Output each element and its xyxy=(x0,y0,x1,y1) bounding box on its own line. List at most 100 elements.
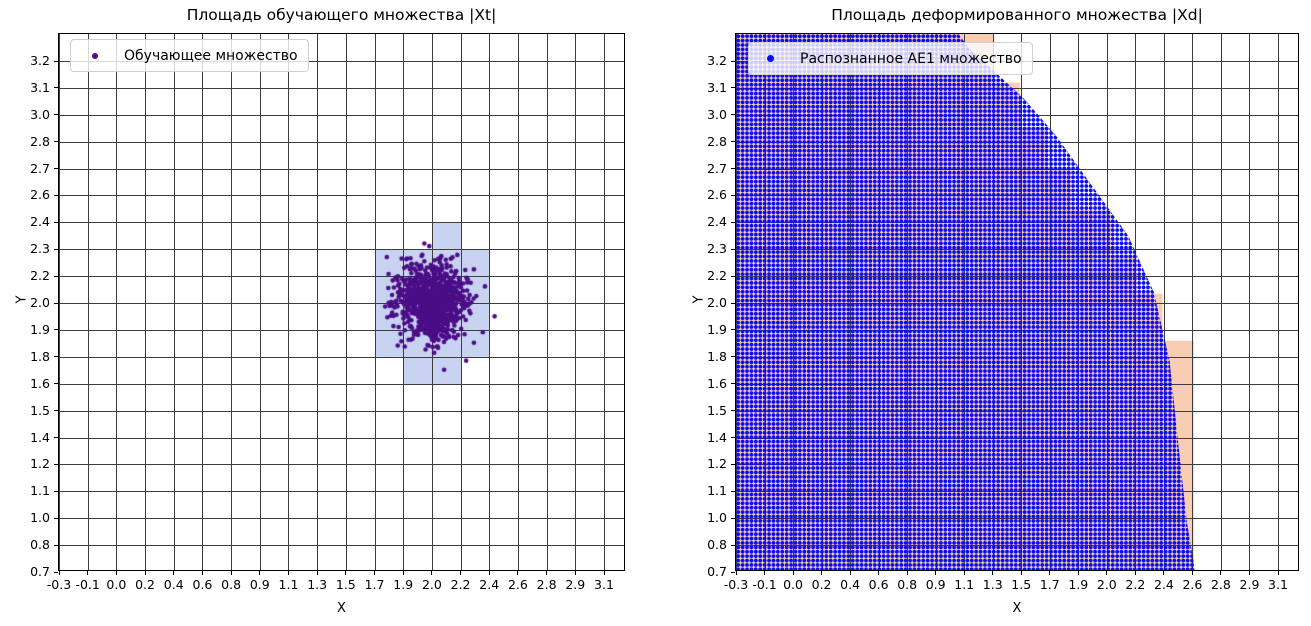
y-tick-label: 0.7 xyxy=(30,564,50,579)
x-tick-mark xyxy=(764,571,766,575)
legend-training: Обучающее множество xyxy=(70,39,309,72)
x-tick-mark xyxy=(1077,571,1079,575)
y-tick-label: 1.9 xyxy=(30,321,50,337)
x-tick-mark xyxy=(1020,571,1022,575)
y-tick-mark xyxy=(731,60,735,62)
x-tick-label: -0.3 xyxy=(46,577,72,592)
y-tick-label: 0.8 xyxy=(30,537,50,553)
plot-area-deformed xyxy=(736,34,1298,570)
x-tick-mark xyxy=(173,571,175,575)
y-tick-mark xyxy=(54,437,58,439)
x-tick-label: 2.2 xyxy=(450,577,471,592)
y-tick-mark xyxy=(731,194,735,196)
x-tick-mark xyxy=(259,571,261,575)
y-tick-mark xyxy=(54,275,58,277)
scatter-marker-icon xyxy=(92,52,98,59)
x-tick-label: 0.9 xyxy=(925,577,946,592)
y-tick-mark xyxy=(731,248,735,250)
y-tick-mark xyxy=(54,410,58,412)
x-tick-label: 2.0 xyxy=(421,577,442,592)
x-tick-label: -0.1 xyxy=(752,577,777,592)
plot-area-training xyxy=(59,34,624,570)
x-axis-label-right: X xyxy=(1012,601,1022,616)
y-tick-label: 2.4 xyxy=(30,214,50,230)
x-tick-label: 1.5 xyxy=(335,577,356,592)
plot-title-left: Площадь обучающего множества |Xt| xyxy=(186,6,497,24)
gridline-vertical xyxy=(1163,34,1165,570)
y-tick-mark xyxy=(54,114,58,116)
x-tick-label: 0.4 xyxy=(840,577,861,592)
training-set-scatter xyxy=(59,34,624,570)
x-tick-label: -0.3 xyxy=(723,577,749,592)
x-tick-label: 2.8 xyxy=(1210,577,1231,592)
x-tick-mark xyxy=(1220,571,1222,575)
y-tick-label: 1.5 xyxy=(707,402,727,418)
y-tick-mark xyxy=(731,141,735,143)
y-tick-label: 3.2 xyxy=(30,53,50,68)
x-tick-label: 3.1 xyxy=(1268,577,1288,592)
gridline-horizontal xyxy=(736,87,1298,89)
y-tick-label: 2.2 xyxy=(30,268,50,284)
y-tick-label: 1.5 xyxy=(30,402,50,418)
y-tick-mark xyxy=(54,194,58,196)
y-tick-label: 2.8 xyxy=(30,133,50,149)
x-tick-label: 0.8 xyxy=(897,577,918,592)
x-tick-label: 0.4 xyxy=(163,577,184,592)
x-tick-mark xyxy=(374,571,376,575)
x-tick-mark xyxy=(1277,571,1279,575)
x-tick-mark xyxy=(1191,571,1193,575)
y-tick-mark xyxy=(731,437,735,439)
x-tick-label: 1.7 xyxy=(1039,577,1060,592)
x-tick-mark xyxy=(906,571,908,575)
x-tick-mark xyxy=(517,571,519,575)
x-tick-label: 2.4 xyxy=(479,577,500,592)
y-tick-mark xyxy=(731,571,735,573)
y-tick-label: 1.4 xyxy=(707,429,727,445)
x-tick-mark xyxy=(316,571,318,575)
axes-deformed-set: Площадь деформированного множества |Xd| … xyxy=(692,6,1299,616)
y-tick-mark xyxy=(54,60,58,62)
x-tick-mark xyxy=(1134,571,1136,575)
x-tick-label: 2.6 xyxy=(507,577,528,592)
gridline-vertical xyxy=(1220,34,1222,570)
x-tick-mark xyxy=(58,571,60,575)
x-tick-mark xyxy=(1248,571,1250,575)
x-tick-label: 2.9 xyxy=(1239,577,1260,592)
y-tick-label: 3.2 xyxy=(707,53,727,68)
x-tick-label: 1.3 xyxy=(307,577,328,592)
y-tick-label: 2.4 xyxy=(707,214,727,230)
y-tick-label: 3.0 xyxy=(30,106,50,122)
y-tick-mark xyxy=(731,490,735,492)
y-tick-label: 2.0 xyxy=(30,295,50,311)
x-tick-mark xyxy=(1163,571,1165,575)
y-tick-label: 1.1 xyxy=(30,483,50,499)
x-tick-label: 0.8 xyxy=(221,577,242,592)
x-tick-label: 0.0 xyxy=(783,577,803,592)
x-axis-label-left: X xyxy=(337,601,346,616)
y-tick-mark xyxy=(731,356,735,358)
y-tick-mark xyxy=(54,221,58,223)
y-tick-mark xyxy=(731,517,735,519)
y-tick-mark xyxy=(54,490,58,492)
x-tick-label: 0.0 xyxy=(106,577,127,592)
x-tick-label: 0.9 xyxy=(249,577,270,592)
gridline-vertical xyxy=(1249,34,1251,570)
x-tick-mark xyxy=(1106,571,1108,575)
legend-recognized: Распознанное AE1 множество xyxy=(748,42,1033,75)
scatter-marker-icon xyxy=(767,55,774,62)
y-tick-mark xyxy=(731,302,735,304)
y-tick-label: 3.1 xyxy=(30,79,50,95)
x-tick-mark xyxy=(546,571,548,575)
y-tick-mark xyxy=(731,221,735,223)
y-tick-mark xyxy=(54,168,58,170)
plot-title-right: Площадь деформированного множества |Xd| xyxy=(831,6,1203,24)
y-tick-mark xyxy=(731,544,735,546)
x-tick-label: 0.6 xyxy=(868,577,889,592)
y-tick-label: 1.8 xyxy=(30,348,50,364)
x-tick-label: -0.1 xyxy=(75,577,100,592)
x-tick-label: 1.3 xyxy=(982,577,1003,592)
y-tick-mark xyxy=(54,517,58,519)
y-tick-label: 2.3 xyxy=(30,241,50,257)
x-tick-label: 1.1 xyxy=(278,577,299,592)
y-tick-label: 1.6 xyxy=(30,375,50,391)
